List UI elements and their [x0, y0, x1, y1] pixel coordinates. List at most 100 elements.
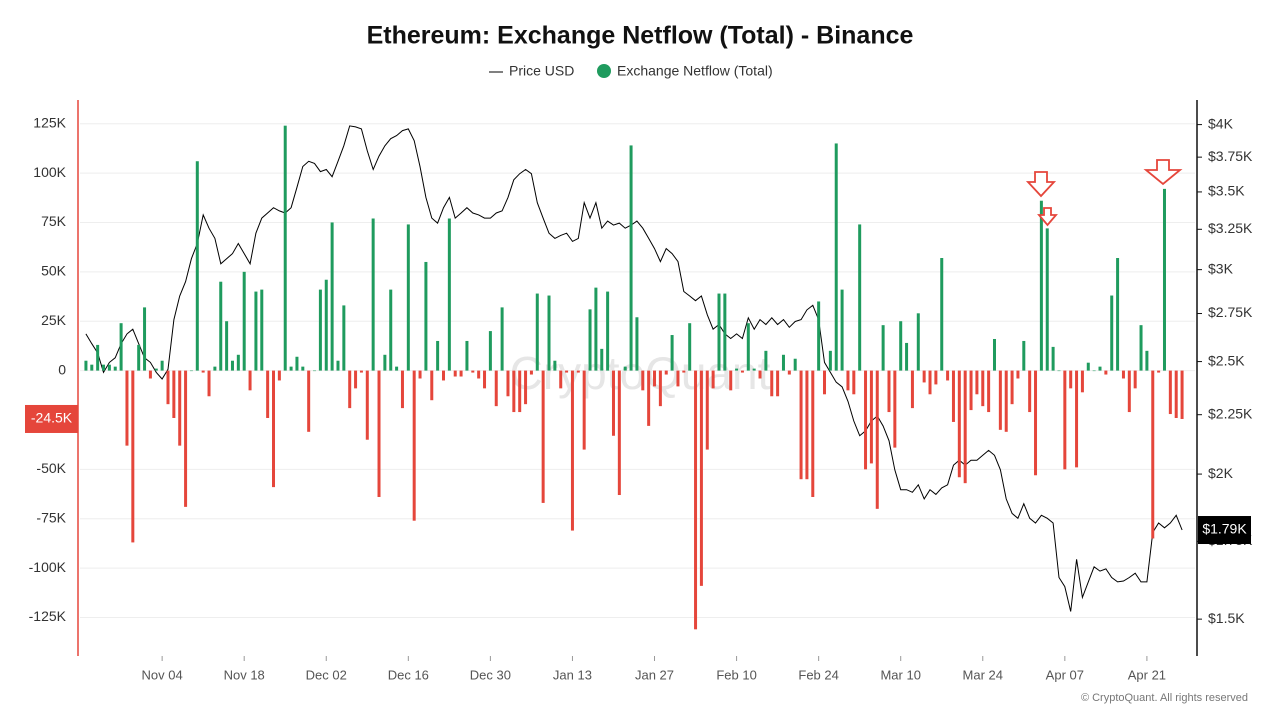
bar [1057, 370, 1061, 372]
bar [336, 360, 340, 371]
bar [647, 370, 651, 426]
annotation-label: $1.79K [1202, 521, 1247, 537]
bar [154, 368, 158, 371]
bar [389, 289, 393, 371]
x-tick-label: Mar 10 [880, 667, 920, 682]
bar [1116, 258, 1120, 371]
x-tick-label: Jan 27 [635, 667, 674, 682]
bar [811, 370, 815, 497]
bar [313, 370, 317, 372]
bar [483, 370, 487, 389]
bar [430, 370, 434, 401]
bar [359, 370, 363, 373]
bar [799, 370, 803, 480]
bar [776, 370, 780, 397]
bar [348, 370, 352, 409]
x-tick-label: Jan 13 [553, 667, 592, 682]
bar [858, 224, 862, 371]
bar [658, 370, 662, 407]
y2-tick-label: $3.75K [1208, 148, 1253, 164]
bar [547, 295, 551, 371]
bar [541, 370, 545, 503]
bar [365, 370, 369, 440]
bar [1016, 370, 1020, 379]
bar [723, 293, 727, 371]
bar [998, 370, 1002, 430]
y2-tick-label: $2K [1208, 465, 1234, 481]
bar [1110, 295, 1114, 371]
bar [893, 370, 897, 448]
y2-tick-label: $3K [1208, 260, 1234, 276]
bar [178, 370, 182, 446]
x-tick-label: Apr 21 [1128, 667, 1166, 682]
bar [301, 366, 305, 371]
bar [670, 335, 674, 371]
bar [1039, 200, 1043, 371]
legend-label: Exchange Netflow (Total) [617, 63, 773, 79]
bar [465, 340, 469, 371]
bar [488, 331, 492, 371]
bar [793, 358, 797, 371]
bar [143, 307, 147, 371]
bar [641, 370, 645, 391]
bar [1145, 350, 1149, 371]
bar [823, 370, 827, 395]
arrow [1143, 159, 1183, 186]
bar [125, 370, 129, 446]
bar [477, 370, 481, 379]
bar [1075, 370, 1079, 468]
bar [518, 370, 522, 413]
bar [916, 313, 920, 371]
x-tick-label: Dec 16 [388, 667, 429, 682]
bar [207, 370, 211, 397]
bar [324, 279, 328, 371]
bar [500, 307, 504, 371]
bar [600, 348, 604, 371]
bar [717, 293, 721, 371]
bar [875, 370, 879, 509]
bar [201, 370, 205, 373]
bar [864, 370, 868, 470]
bar [1133, 370, 1137, 389]
bar [119, 323, 123, 371]
bar [436, 340, 440, 371]
bar [957, 370, 961, 478]
bar [148, 370, 152, 379]
bar [424, 261, 428, 371]
bar [354, 370, 358, 389]
y-tick-label: 125K [33, 114, 66, 130]
y-tick-label: 0 [58, 361, 66, 377]
bar [975, 370, 979, 395]
bar [90, 364, 94, 371]
bar [1174, 370, 1178, 418]
bar [102, 364, 106, 371]
bar [987, 370, 991, 413]
bar [184, 370, 188, 507]
y2-tick-label: $4K [1208, 115, 1234, 131]
bar [230, 360, 234, 371]
bar [1121, 370, 1125, 379]
y-tick-label: 50K [41, 263, 67, 279]
bar [189, 370, 193, 372]
y2-tick-label: $3.25K [1208, 220, 1253, 236]
bar [1162, 188, 1166, 371]
bar [1022, 340, 1026, 371]
watermark: CryptoQuant [510, 347, 771, 399]
y2-tick-label: $2.25K [1208, 405, 1253, 421]
bar [96, 344, 100, 371]
bar [629, 145, 633, 371]
bar [1010, 370, 1014, 405]
bar [1063, 370, 1067, 470]
y2-tick-label: $3.5K [1208, 183, 1245, 199]
bar [295, 356, 299, 371]
bar [594, 287, 598, 371]
bar [582, 370, 586, 450]
y2-tick-label: $2.75K [1208, 304, 1253, 320]
bar [1034, 370, 1038, 476]
bar [805, 370, 809, 480]
y-tick-label: 75K [41, 213, 67, 229]
arrow [1037, 207, 1058, 227]
bar [254, 291, 258, 371]
bar [1080, 370, 1084, 393]
bar [576, 370, 580, 373]
